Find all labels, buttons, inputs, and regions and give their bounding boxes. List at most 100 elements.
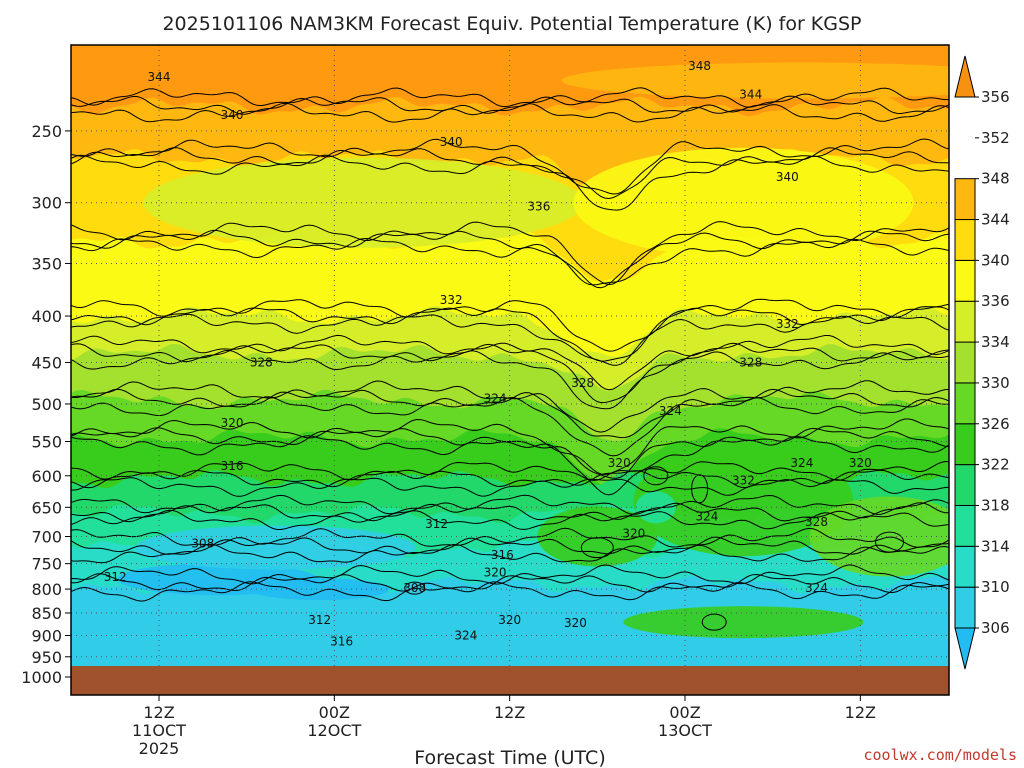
y-tick-label: 750: [31, 555, 62, 574]
contour-label: 324: [454, 628, 477, 642]
contour-line: [71, 461, 949, 481]
contour-line: [71, 469, 949, 489]
contour-label: 324: [695, 509, 718, 523]
colorbar-swatch: [954, 382, 976, 425]
colorbar-label: 356: [981, 88, 1010, 106]
contour-line: [71, 154, 949, 211]
contour-closed: [404, 581, 426, 595]
plot-area: 344 348 344 340 340 340 336 332 332 328 328 328 324 3…: [71, 45, 949, 695]
contour-line: [71, 147, 949, 200]
contour-line: [71, 298, 949, 352]
contour-label: 320: [622, 527, 645, 541]
y-tick-label: 800: [31, 580, 62, 599]
contour-line: [71, 509, 949, 530]
x-tick-label: 00Z: [319, 703, 350, 722]
contour-line: [71, 87, 949, 108]
field-feature: [561, 62, 949, 99]
contour-line: [71, 573, 949, 594]
contour-line: [71, 95, 949, 115]
contour-label: 320: [498, 613, 521, 627]
contour-label: 340: [776, 170, 799, 184]
contour-label: 312: [425, 517, 448, 531]
colorbar-swatch: [954, 423, 976, 466]
contour-labels: 344 348 344 340 340 340 336 332 332 328 328 328 324 3…: [104, 59, 872, 649]
contour-label: 340: [440, 135, 463, 149]
contour-label: 320: [849, 456, 872, 470]
contour-label: 348: [688, 59, 711, 73]
contour-line: [71, 502, 949, 523]
contour-label: 336: [527, 200, 550, 214]
field-feature: [633, 446, 854, 557]
contour-closed: [875, 531, 905, 553]
field-feature: [537, 506, 658, 567]
contour-label: 312: [308, 613, 331, 627]
colorbar-label: 348: [981, 170, 1010, 188]
field-feature: [135, 525, 416, 570]
contour-line: [71, 237, 949, 286]
colorbar-label: 344: [981, 211, 1010, 229]
y-tick-label: 700: [31, 527, 62, 546]
x-tick-label: 12Z: [494, 703, 525, 722]
contour-line: [71, 102, 949, 123]
colorbar-swatch: [954, 259, 976, 302]
contour-line: [71, 536, 949, 555]
y-tick-label: 650: [31, 498, 62, 517]
colorbar-label: 334: [981, 333, 1010, 351]
colorbar-label: 330: [981, 374, 1010, 392]
contour-label: 328: [805, 515, 828, 529]
contour-label: 316: [491, 548, 514, 562]
contour-label: 320: [484, 566, 507, 580]
contour-label: 308: [191, 537, 214, 551]
colorbar-label: 336: [981, 292, 1010, 310]
y-tick-label: 400: [31, 307, 62, 326]
y-tick-label: 600: [31, 467, 62, 486]
colorbar-label: 310: [981, 578, 1010, 596]
contour-line: [71, 342, 949, 404]
contour-line: [71, 313, 949, 366]
y-axis-ticks: 250 300 350 400 450 500 550 600 650 700 750 800 850 9…: [21, 122, 71, 687]
field-feature: [143, 157, 584, 248]
colorbar-label: 340: [981, 251, 1010, 269]
colorbar-label: 326: [981, 415, 1010, 433]
x-axis-label: Forecast Time (UTC): [414, 747, 605, 768]
colorbar-label: 318: [981, 496, 1010, 514]
x-tick-label: 00Z: [669, 703, 700, 722]
contour-label: 328: [250, 355, 273, 369]
colorbar-label: 314: [981, 537, 1010, 555]
contour-label: 320: [221, 416, 244, 430]
field-features: [117, 62, 949, 639]
colorbar-swatch: [954, 545, 976, 588]
y-tick-label: 350: [31, 254, 62, 273]
ground-below-surface: [71, 666, 949, 695]
y-tick-label: 550: [31, 432, 62, 451]
contour-label: 320: [564, 616, 587, 630]
contour-closed: [580, 537, 614, 559]
field-feature: [573, 147, 914, 258]
contour-label: 328: [571, 376, 594, 390]
x-tick-label: 12Z: [143, 703, 174, 722]
contour-label: 332: [440, 293, 463, 307]
contour-label: 344: [739, 88, 762, 102]
contour-label: 324: [659, 404, 682, 418]
contour-label: 324: [805, 581, 828, 595]
contour-line: [71, 543, 949, 564]
contour-line: [71, 221, 949, 286]
credit-link[interactable]: coolwx.com/models: [863, 746, 1017, 764]
contour-label: 340: [221, 108, 244, 122]
colorbar-swatch: [954, 300, 976, 343]
y-tick-label: 500: [31, 395, 62, 414]
colorbar-swatch: [954, 341, 976, 384]
colorbar-tip-high: [954, 55, 976, 98]
contour-label: 316: [221, 459, 244, 473]
colorbar-label: 322: [981, 456, 1010, 474]
contour-label: 332: [776, 317, 799, 331]
colorbar-swatch: [954, 219, 976, 261]
colorbar-tip-low: [954, 627, 976, 670]
colorbar-label: 352: [981, 129, 1010, 147]
y-tick-label: 250: [31, 122, 62, 141]
y-tick-label: 1000: [21, 668, 62, 687]
colorbar: 306 310 314 318 322 326 330 334 336 340 344 348 352 3…: [954, 55, 1010, 670]
contour-closed: [691, 474, 709, 504]
